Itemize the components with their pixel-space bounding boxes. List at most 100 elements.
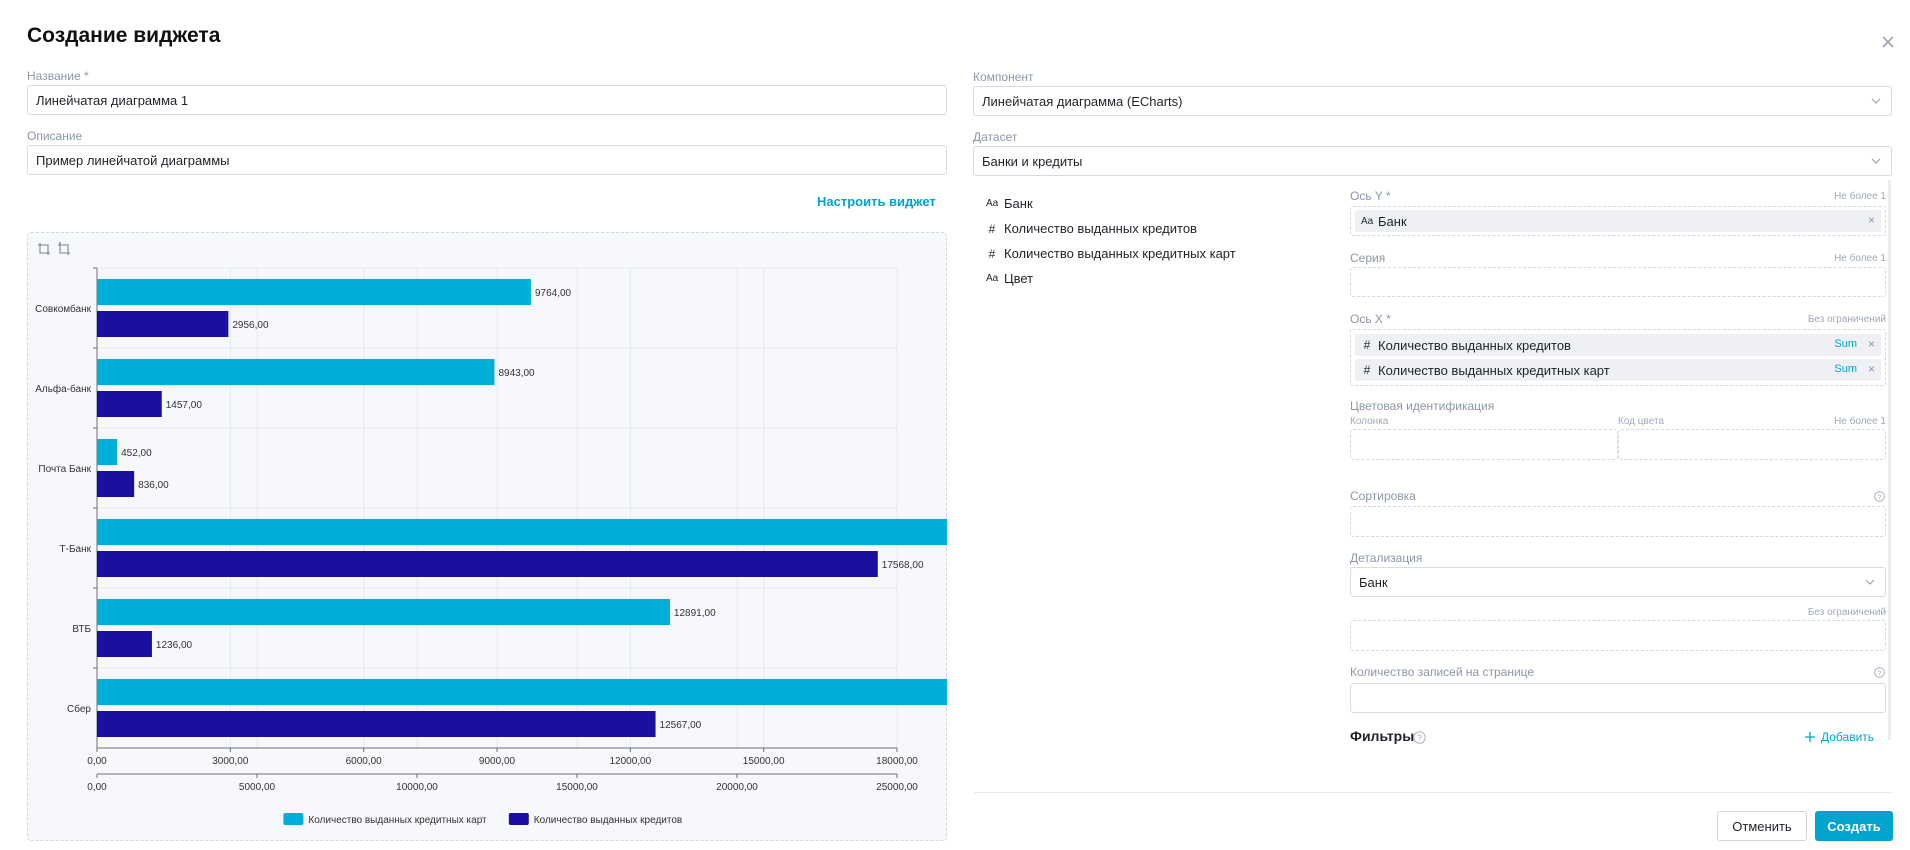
help-icon[interactable]: ? [1413,731,1426,744]
add-filter-label: Добавить [1821,730,1875,744]
column-item-label: Банк [1004,196,1033,211]
data-label: 8943,00 [498,368,535,379]
bar [97,599,670,625]
number-type-icon: # [988,246,996,261]
data-label: 2956,00 [232,320,269,331]
chip-label: Количество выданных кредитных карт [1378,362,1610,378]
x-axis-chip-credits[interactable]: # Количество выданных кредитов Sum × [1355,334,1881,356]
color-code-dropzone[interactable] [1618,429,1886,460]
plus-icon [1805,732,1815,742]
y-axis-chip[interactable]: Aa Банк × [1355,210,1881,232]
sorting-dropzone[interactable] [1350,506,1886,537]
y-tick-label: Альфа-банк [35,383,91,395]
help-icon[interactable]: ? [1874,667,1885,678]
crop-reset-icon[interactable] [57,242,71,256]
add-filter-button[interactable]: Добавить [1805,730,1874,744]
detail-select[interactable]: Банк [1350,567,1886,597]
page-size-input[interactable] [1350,683,1886,713]
name-input-value: Линейчатая диаграмма 1 [36,92,189,108]
chip-label: Банк [1378,213,1407,229]
component-select-value: Линейчатая диаграмма (ECharts) [982,93,1183,109]
y-tick-label: Т-Банк [60,544,92,555]
column-item-bank[interactable]: Aa Банк [986,196,1033,211]
legend-item: Количество выданных кредитов [534,815,682,826]
bar [97,279,531,305]
configure-widget-link[interactable]: Настроить виджет [817,194,936,209]
cancel-button[interactable]: Отменить [1717,811,1807,841]
chevron-down-icon [1871,98,1881,104]
legend-swatch [508,813,529,825]
svg-text:?: ? [1417,733,1422,743]
footer-divider [974,792,1892,793]
dialog-title: Создание виджета [27,24,221,47]
dataset-label: Датасет [973,130,1018,144]
detail-dropzone[interactable] [1350,620,1886,651]
help-icon[interactable]: ? [1874,491,1885,502]
color-column-dropzone[interactable] [1350,429,1618,460]
name-label: Название * [27,69,89,83]
detail-label: Детализация [1350,551,1423,565]
number-type-icon: # [988,221,996,236]
y-tick-label: ВТБ [72,624,91,635]
x-tick-label: 15000,00 [556,782,598,793]
crop-icon[interactable] [37,242,51,256]
description-input-value: Пример линейчатой диаграммы [36,152,230,168]
text-type-icon: Aa [986,273,999,284]
chevron-down-icon [1865,579,1875,585]
x-tick-label: 10000,00 [396,782,438,793]
y-tick-label: Сбер [67,703,91,715]
x-tick-label: 6000,00 [346,756,383,767]
series-hint: Не более 1 [1834,253,1886,264]
component-label: Компонент [973,70,1034,84]
series-dropzone[interactable] [1350,267,1886,297]
svg-text:?: ? [1877,668,1881,677]
bar [97,439,118,465]
component-select[interactable]: Линейчатая диаграмма (ECharts) [973,86,1892,116]
aggregation-link[interactable]: Sum [1834,338,1857,350]
x-tick-label: 5000,00 [239,782,276,793]
detail-hint: Без ограничений [1807,607,1886,618]
data-label: 9764,00 [535,288,572,299]
bar [97,311,229,337]
bar [97,519,947,545]
data-label: 1457,00 [166,400,203,411]
text-type-icon: Aa [1361,215,1374,227]
x-axis-chip-cards[interactable]: # Количество выданных кредитных карт Sum… [1355,359,1881,381]
bar [97,711,656,737]
color-hint: Не более 1 [1834,416,1886,427]
data-label: 1236,00 [156,640,193,651]
x-tick-label: 18000,00 [876,756,918,767]
bar [97,471,135,497]
dataset-select[interactable]: Банки и кредиты [973,146,1892,176]
bar [97,679,947,705]
close-icon[interactable] [1880,34,1896,50]
aggregation-link[interactable]: Sum [1834,363,1857,375]
legend-item: Количество выданных кредитных карт [308,815,487,826]
x-tick-label: 25000,00 [876,782,918,793]
remove-icon[interactable]: × [1867,213,1875,227]
y-axis-label: Ось Y * [1350,189,1391,203]
create-button[interactable]: Создать [1815,811,1893,841]
column-item-color[interactable]: Aa Цвет [986,271,1033,286]
description-input[interactable]: Пример линейчатой диаграммы [27,145,947,175]
name-input[interactable]: Линейчатая диаграмма 1 [27,85,947,115]
data-label: 836,00 [138,480,169,491]
column-item-credits[interactable]: # Количество выданных кредитов [986,221,1197,236]
remove-icon[interactable]: × [1867,362,1875,376]
color-column-label: Колонка [1350,416,1389,427]
bar [97,551,878,577]
x-tick-label: 20000,00 [716,782,758,793]
column-item-label: Количество выданных кредитных карт [1004,246,1236,261]
column-item-cards[interactable]: # Количество выданных кредитных карт [986,246,1236,261]
color-code-label: Код цвета [1618,416,1664,427]
data-label: 12891,00 [674,608,716,619]
remove-icon[interactable]: × [1867,337,1875,351]
x-tick-label: 12000,00 [609,756,651,767]
settings-scrollbar[interactable] [1888,180,1891,740]
x-tick-label: 15000,00 [743,756,785,767]
number-type-icon: # [1363,338,1371,352]
x-tick-label: 9000,00 [479,756,516,767]
bar [97,631,152,657]
bar-chart: Совкомбанк Альфа-банк Почта Банк Т-Банк ВТБ С… [35,267,947,826]
sorting-label: Сортировка [1350,489,1416,503]
